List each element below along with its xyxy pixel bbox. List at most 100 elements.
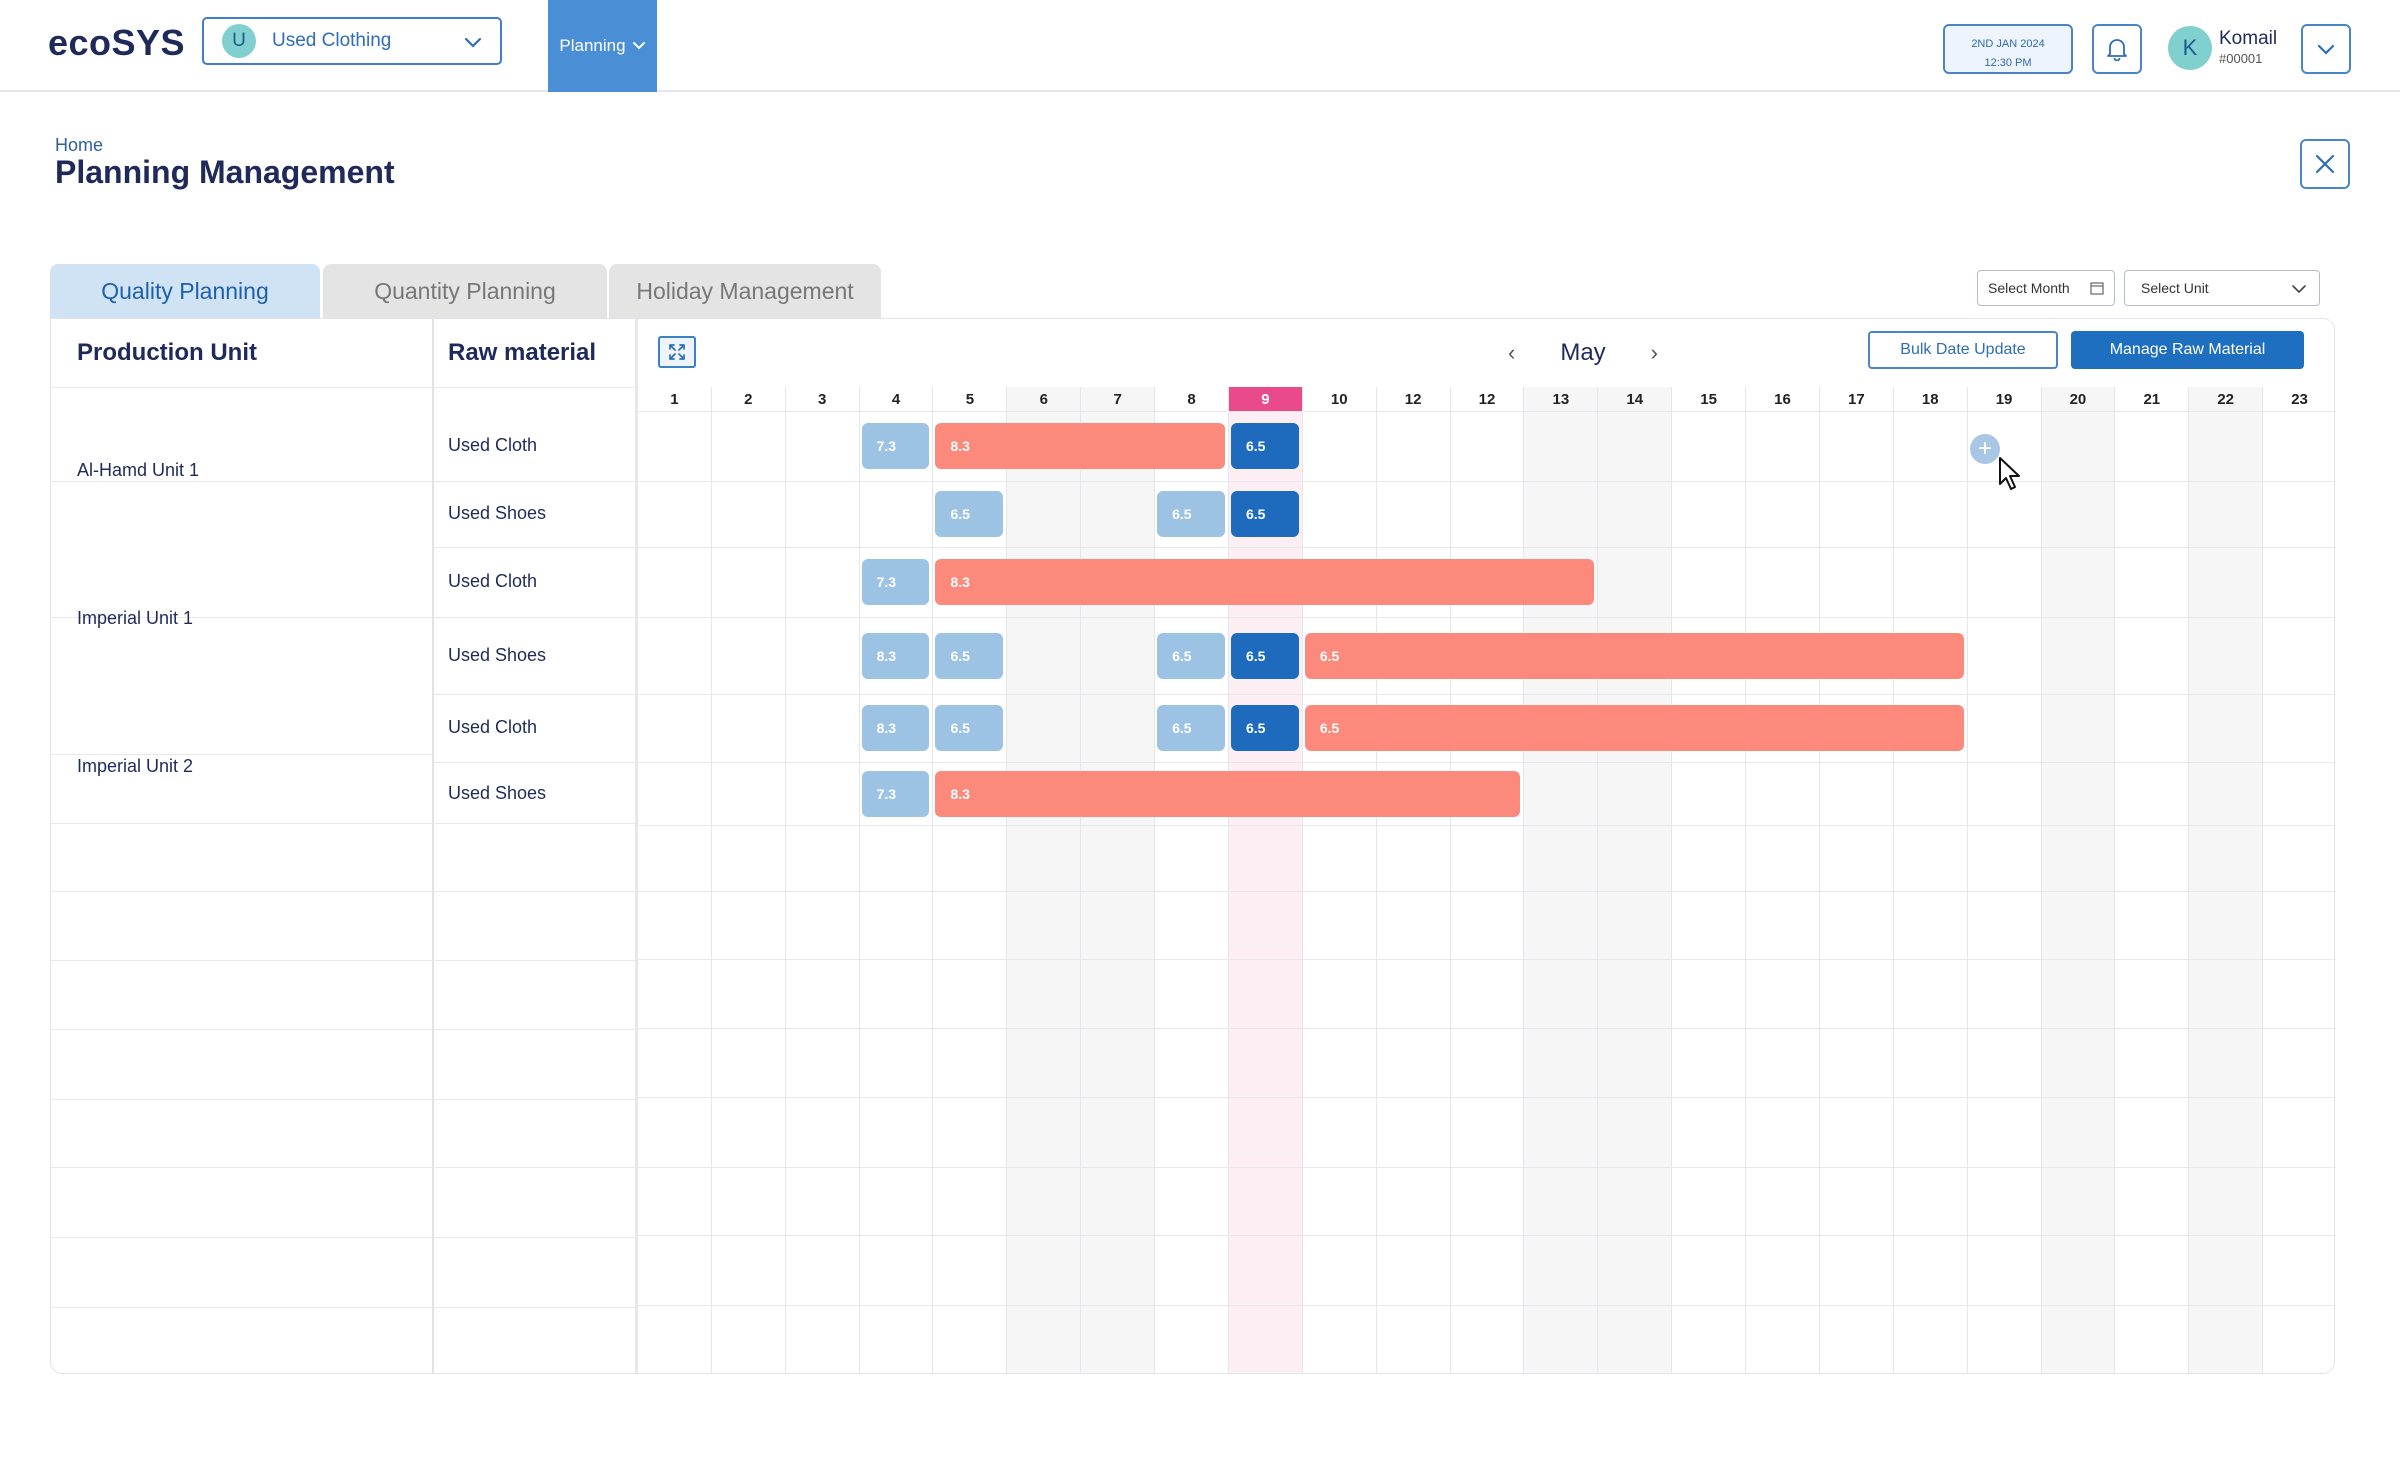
plan-bar[interactable]: 7.3: [861, 770, 930, 817]
plan-bar[interactable]: 6.5: [1304, 705, 1964, 751]
material-row-line: [432, 762, 637, 763]
plan-bar[interactable]: 8.3: [935, 559, 1595, 605]
nav-planning-menu[interactable]: Planning: [548, 0, 657, 92]
expand-view-button[interactable]: [658, 336, 696, 368]
raw-material-header: Raw material: [448, 339, 597, 366]
day-column[interactable]: 15: [1671, 387, 1745, 1373]
day-column[interactable]: 18: [1892, 387, 1967, 1373]
day-column[interactable]: 14: [1597, 387, 1672, 1373]
calendar-grid: 1 2 3 4 5 6 7 8 9 10 12 12 13 14 15 16 17 18 19 20 21 22 23 7.3…: [637, 387, 2334, 1373]
unit-row-line: [51, 1167, 432, 1168]
raw-material-label: Used Shoes: [448, 644, 547, 665]
material-row-line: [432, 891, 637, 892]
user-avatar[interactable]: K: [2168, 26, 2212, 70]
plan-bar[interactable]: 6.5: [1230, 632, 1299, 679]
day-column[interactable]: 13: [1523, 387, 1598, 1373]
plan-bar[interactable]: 7.3: [861, 559, 930, 605]
user-menu-button[interactable]: [2301, 24, 2351, 74]
day-column[interactable]: 2: [710, 387, 785, 1373]
plan-bar[interactable]: 8.3: [935, 770, 1521, 817]
plan-bar[interactable]: 8.3: [861, 705, 930, 751]
day-column[interactable]: 1: [637, 387, 711, 1373]
day-column[interactable]: 6: [1006, 387, 1081, 1373]
plan-bar[interactable]: 6.5: [1230, 423, 1299, 469]
company-name: Used Clothing: [272, 30, 392, 51]
day-column[interactable]: 10: [1301, 387, 1376, 1373]
plan-bar[interactable]: 6.5: [935, 491, 1004, 537]
grid-row-line: [637, 825, 2334, 826]
tab-quantity-planning[interactable]: Quantity Planning: [323, 264, 607, 318]
mouse-cursor-icon: [1999, 457, 2020, 490]
day-number: 12: [1404, 390, 1422, 408]
raw-material-label: Used Cloth: [448, 435, 538, 455]
day-column[interactable]: 23: [2262, 387, 2334, 1373]
plan-bar[interactable]: 8.3: [935, 423, 1225, 469]
raw-material-label: Used Shoes: [448, 503, 547, 523]
close-button[interactable]: [2300, 139, 2350, 189]
material-row-line: [432, 1237, 637, 1238]
plan-bar[interactable]: 8.3: [861, 632, 930, 679]
plan-bar[interactable]: 6.5: [1230, 491, 1299, 537]
day-column[interactable]: 5: [932, 387, 1006, 1373]
day-column[interactable]: 20: [2040, 387, 2115, 1373]
day-number: 16: [1774, 390, 1791, 408]
unit-row-line: [51, 1029, 432, 1030]
prev-month-arrow-icon[interactable]: ‹: [1508, 340, 1516, 365]
material-row-line: [432, 387, 637, 388]
notifications-button[interactable]: [2092, 24, 2142, 74]
column-divider: [635, 319, 638, 1373]
grid-row-line: [637, 762, 2334, 763]
day-column[interactable]: 17: [1818, 387, 1893, 1373]
next-month-arrow-icon[interactable]: ›: [1650, 340, 1658, 365]
plan-bar[interactable]: 6.5: [1157, 491, 1225, 537]
day-column[interactable]: 3: [784, 387, 859, 1373]
grid-row-line: [637, 1305, 2334, 1306]
plan-bar[interactable]: 6.5: [1230, 705, 1299, 751]
grid-row-line: [637, 1167, 2334, 1168]
day-column[interactable]: 16: [1745, 387, 1819, 1373]
chevron-down-icon: [2292, 285, 2306, 294]
grid-row-line: [637, 891, 2334, 892]
grid-row-line: [637, 481, 2334, 482]
day-column[interactable]: 22: [2188, 387, 2263, 1373]
material-row-line: [432, 617, 637, 618]
day-column[interactable]: 21: [2114, 387, 2188, 1373]
plan-bar[interactable]: 6.5: [935, 632, 1004, 679]
day-number: 19: [1995, 390, 2013, 408]
add-plan-icon[interactable]: +: [1970, 434, 2000, 464]
unit-row-line: [51, 1237, 432, 1238]
bulk-date-update-button[interactable]: Bulk Date Update: [1868, 331, 2058, 369]
company-select[interactable]: U Used Clothing: [202, 17, 502, 65]
tab-quality-planning[interactable]: Quality Planning: [50, 264, 320, 318]
tab-holiday-management[interactable]: Holiday Management: [609, 264, 881, 318]
day-column[interactable]: 12: [1375, 387, 1450, 1373]
day-number: 2: [744, 390, 753, 408]
day-column[interactable]: 9: [1227, 387, 1302, 1373]
plan-bar[interactable]: 6.5: [1304, 632, 1964, 679]
date-label: 2ND JAN 2024: [1971, 38, 2045, 50]
production-unit-label: Imperial Unit 1: [77, 608, 194, 628]
chevron-down-icon: [632, 42, 645, 50]
unit-row-line: [51, 387, 432, 388]
plan-bar[interactable]: 6.5: [935, 705, 1004, 751]
plan-bar[interactable]: 7.3: [861, 423, 930, 469]
day-column[interactable]: 8: [1154, 387, 1228, 1373]
day-number: 12: [1478, 390, 1496, 408]
select-unit-dropdown[interactable]: Select Unit: [2124, 270, 2320, 306]
plan-bar[interactable]: 6.5: [1157, 705, 1225, 751]
day-number: 5: [965, 390, 975, 408]
day-column[interactable]: 19: [1966, 387, 2041, 1373]
page-title: Planning Management: [55, 154, 395, 190]
day-column[interactable]: 4: [858, 387, 933, 1373]
grid-row-line: [637, 617, 2334, 618]
select-month-input[interactable]: Select Month: [1977, 270, 2115, 306]
day-number: 6: [1039, 390, 1048, 408]
unit-row-line: [51, 754, 432, 755]
day-column[interactable]: 7: [1080, 387, 1155, 1373]
day-column[interactable]: 12: [1449, 387, 1524, 1373]
breadcrumb-home[interactable]: Home: [55, 135, 104, 155]
grid-row-line: [637, 547, 2334, 548]
calendar-icon: [2090, 282, 2104, 295]
plan-bar[interactable]: 6.5: [1157, 632, 1225, 679]
manage-raw-material-button[interactable]: Manage Raw Material: [2071, 331, 2304, 369]
